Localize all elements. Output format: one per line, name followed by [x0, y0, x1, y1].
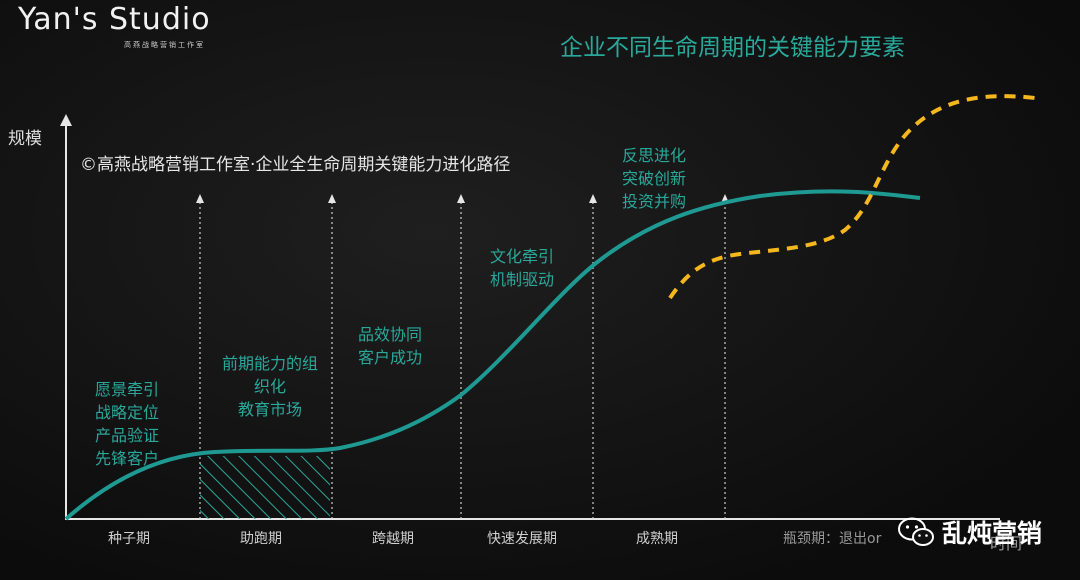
note-seed: 愿景牵引 战略定位 产品验证 先锋客户 — [95, 378, 159, 470]
note-line: 先锋客户 — [95, 449, 160, 468]
growth-curve — [64, 189, 921, 521]
note-rapid: 文化牵引 机制驱动 — [490, 245, 554, 291]
note-line: 投资并购 — [622, 192, 687, 211]
stage-label-rapid: 快速发展期 — [487, 531, 557, 547]
note-line: 战略定位 — [95, 403, 160, 422]
watermark: 乱炖营销 — [897, 514, 1042, 550]
note-runway: 前期能力的组 织化 教育市场 — [210, 352, 330, 421]
stage-label-runway: 助跑期 — [240, 531, 282, 547]
y-axis-label: 规模 — [8, 129, 42, 149]
y-axis-arrow — [60, 114, 72, 126]
divider-arrow-4 — [589, 194, 597, 203]
note-crossing: 品效协同 客户成功 — [358, 323, 422, 369]
note-line: 机制驱动 — [490, 270, 555, 289]
note-line: 教育市场 — [237, 400, 302, 419]
note-line: 文化牵引 — [490, 247, 555, 266]
copyright-text: ©高燕战略营销工作室·企业全生命周期关键能力进化路径 — [80, 155, 511, 175]
note-line: 产品验证 — [95, 426, 160, 445]
stage-label-mature: 成熟期 — [636, 531, 678, 547]
wechat-icon — [897, 517, 934, 546]
note-line: 愿景牵引 — [95, 380, 160, 399]
stage-label-bottleneck: 瓶颈期：退出or — [783, 531, 882, 547]
hatched-area — [200, 456, 330, 519]
divider-arrow-3 — [457, 194, 465, 203]
note-mature: 反思进化 突破创新 投资并购 — [622, 144, 686, 213]
logo: Yan's Studio — [18, 2, 211, 37]
note-line: 突破创新 — [622, 169, 687, 188]
note-line: 织化 — [253, 377, 286, 396]
note-line: 客户成功 — [358, 348, 423, 367]
page-title: 企业不同生命周期的关键能力要素 — [560, 35, 905, 61]
second-curve-dashed — [668, 94, 1036, 300]
logo-subtitle: 高燕战略营销工作室 — [124, 41, 205, 49]
divider-arrow-1 — [196, 194, 204, 203]
stage-label-seed: 种子期 — [108, 531, 150, 547]
note-line: 反思进化 — [622, 146, 687, 165]
watermark-text: 乱炖营销 — [941, 519, 1042, 548]
x-axis-label: 时间 — [990, 534, 1023, 553]
note-line: 品效协同 — [358, 325, 423, 344]
divider-arrow-2 — [328, 194, 336, 203]
note-line: 前期能力的组 — [221, 354, 318, 373]
stage-label-crossing: 跨越期 — [372, 531, 414, 547]
stage-dividers — [199, 200, 726, 519]
